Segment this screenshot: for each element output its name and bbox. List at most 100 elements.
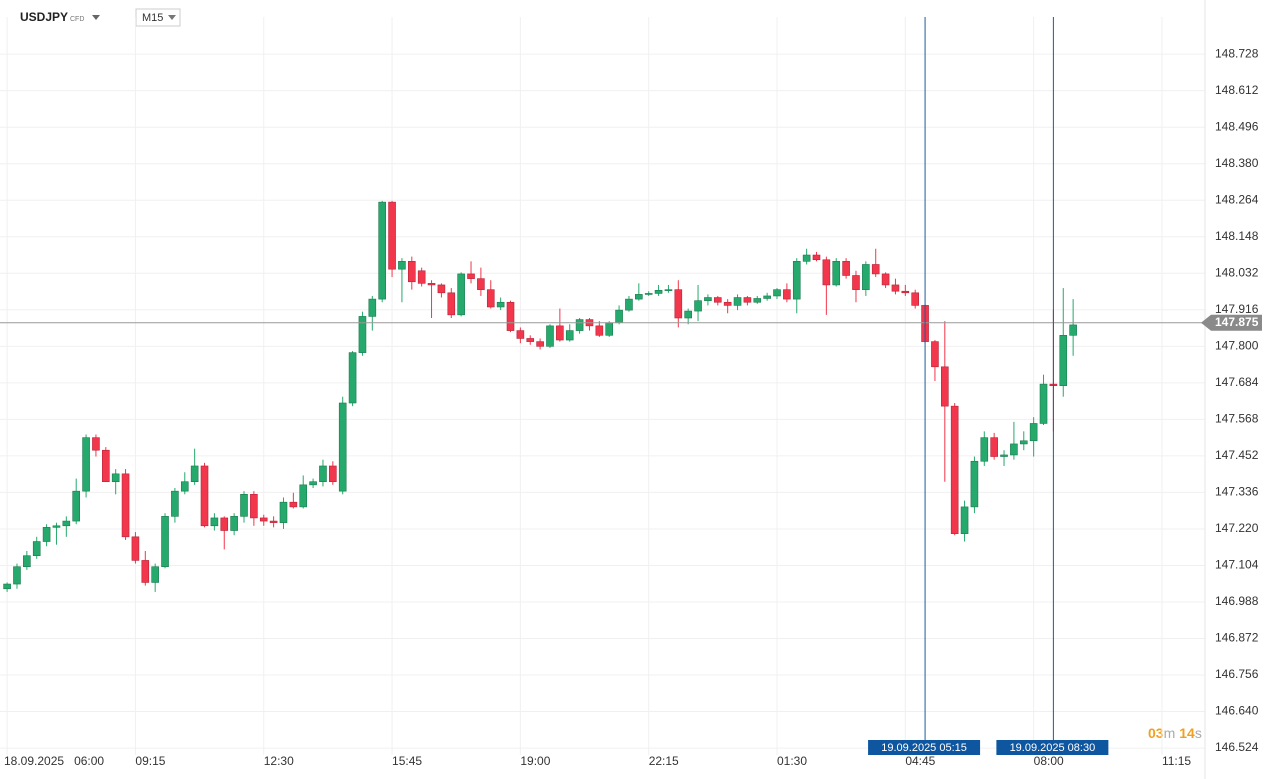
candle-body bbox=[102, 449, 110, 483]
candle-body bbox=[230, 516, 238, 531]
candle-body bbox=[92, 437, 100, 451]
y-tick-label: 147.104 bbox=[1215, 558, 1259, 572]
candle-body bbox=[970, 460, 979, 508]
candle-body bbox=[269, 520, 278, 523]
candle-body bbox=[447, 292, 456, 316]
candle-body bbox=[180, 481, 189, 492]
x-tick-label: 15:45 bbox=[392, 754, 422, 768]
timer-minutes: 03 bbox=[1148, 725, 1164, 741]
candle-body bbox=[190, 465, 199, 483]
candle-body bbox=[358, 316, 367, 353]
candle-body bbox=[42, 527, 51, 542]
x-tick-label: 19:00 bbox=[520, 754, 550, 768]
candle-body bbox=[121, 473, 130, 538]
candle-body bbox=[378, 201, 386, 300]
candle-body bbox=[931, 341, 939, 368]
candle-body bbox=[141, 560, 150, 583]
candle-body bbox=[220, 517, 229, 531]
candle-body bbox=[3, 583, 11, 590]
x-tick-label: 06:00 bbox=[74, 754, 104, 768]
y-tick-label: 146.640 bbox=[1215, 704, 1259, 718]
y-tick-label: 147.800 bbox=[1215, 339, 1259, 353]
candle-body bbox=[694, 300, 702, 312]
candle-body bbox=[240, 494, 248, 517]
candle-body bbox=[763, 295, 771, 299]
candle-body bbox=[23, 555, 31, 568]
candle-body bbox=[1000, 454, 1008, 457]
candle-body bbox=[773, 289, 781, 297]
candle-body bbox=[684, 310, 692, 319]
y-tick-label: 148.148 bbox=[1215, 229, 1259, 243]
symbol-dropdown[interactable] bbox=[92, 15, 100, 20]
candle-body bbox=[911, 292, 919, 306]
candle-body bbox=[783, 289, 791, 300]
candle-body bbox=[279, 501, 288, 523]
candle-body bbox=[368, 298, 377, 317]
candle-body bbox=[62, 520, 71, 527]
symbol[interactable]: USDJPY bbox=[20, 10, 68, 24]
x-tick-label: 11:15 bbox=[1162, 754, 1191, 768]
candle-body bbox=[950, 405, 959, 534]
candle-body bbox=[635, 294, 643, 300]
candle-body bbox=[575, 319, 584, 331]
candle-body bbox=[644, 293, 653, 295]
candle-body bbox=[1019, 440, 1028, 445]
y-tick-label: 148.496 bbox=[1215, 119, 1259, 133]
candle-body bbox=[990, 437, 998, 457]
candle-body bbox=[13, 566, 21, 585]
time-marker-box bbox=[868, 740, 981, 755]
x-tick-label: 08:00 bbox=[1034, 754, 1064, 768]
candle-body bbox=[151, 566, 159, 583]
candle-body bbox=[1039, 383, 1048, 424]
timer-m: m bbox=[1164, 725, 1176, 741]
candle-body bbox=[980, 437, 989, 462]
candle-body bbox=[565, 330, 574, 341]
candle-body bbox=[526, 338, 535, 342]
candle-body bbox=[595, 325, 604, 336]
y-tick-label: 147.220 bbox=[1215, 521, 1259, 535]
x-tick-label: 01:30 bbox=[777, 754, 807, 768]
candle-body bbox=[664, 289, 673, 291]
candle-body bbox=[200, 465, 209, 527]
candle-body bbox=[812, 254, 821, 261]
candle-body bbox=[1010, 443, 1018, 456]
y-tick-label: 146.988 bbox=[1215, 594, 1259, 608]
candle-body bbox=[250, 494, 258, 519]
candle-body bbox=[546, 325, 554, 347]
time-marker-box bbox=[996, 740, 1109, 755]
candle-body bbox=[654, 289, 663, 294]
candle-body bbox=[605, 322, 614, 336]
time-marker-label: 19.09.2025 08:30 bbox=[1010, 742, 1096, 754]
candle-body bbox=[506, 301, 515, 331]
candle-body bbox=[161, 516, 169, 568]
candle-body bbox=[457, 273, 465, 316]
candle-body bbox=[852, 275, 860, 290]
candles bbox=[3, 200, 1077, 592]
y-tick-label: 148.612 bbox=[1215, 83, 1259, 97]
x-tick-label: 09:15 bbox=[135, 754, 165, 768]
candle-body bbox=[832, 261, 841, 286]
candle-body bbox=[674, 289, 683, 319]
x-tick-label: 04:45 bbox=[905, 754, 935, 768]
candle-body bbox=[536, 341, 544, 347]
candle-body bbox=[615, 309, 623, 324]
candle-body bbox=[625, 298, 633, 311]
y-tick-label: 147.684 bbox=[1215, 375, 1259, 389]
y-tick-label: 147.452 bbox=[1215, 448, 1259, 462]
timer-seconds: 14 bbox=[1179, 725, 1195, 741]
candle-body bbox=[329, 465, 337, 483]
candle-body bbox=[408, 261, 416, 283]
candle-body bbox=[111, 473, 120, 483]
timer: 03m 14s bbox=[1148, 725, 1202, 741]
candle-body bbox=[516, 330, 525, 339]
candle-body bbox=[881, 273, 890, 286]
y-tick-label: 146.872 bbox=[1215, 631, 1259, 645]
candle-body bbox=[171, 490, 179, 517]
timeframe-box[interactable] bbox=[135, 8, 181, 27]
y-tick-label: 147.916 bbox=[1215, 302, 1259, 316]
y-tick-label: 148.728 bbox=[1215, 46, 1259, 60]
candle-body bbox=[388, 201, 396, 270]
candle-body bbox=[1029, 423, 1038, 442]
candle-body bbox=[417, 270, 426, 284]
